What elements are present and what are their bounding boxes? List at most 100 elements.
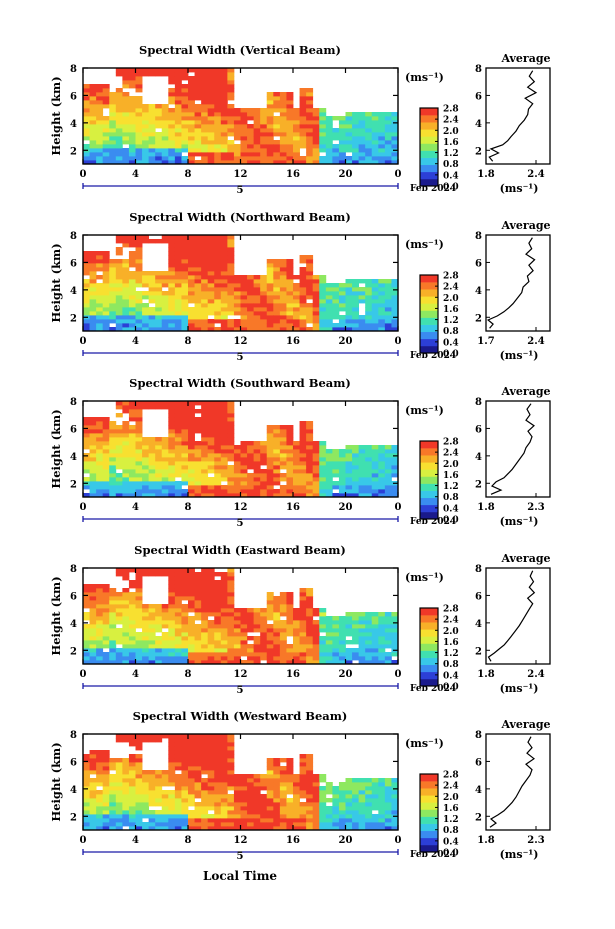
heatmap-cell (181, 128, 189, 133)
heatmap-cell (83, 786, 90, 791)
heatmap-cell (135, 616, 143, 621)
heatmap-cell (240, 140, 248, 145)
heatmap-cell (338, 489, 346, 494)
heatmap-cell (96, 660, 104, 665)
heatmap-cell (371, 636, 379, 641)
heatmap-cell (188, 794, 195, 799)
heatmap-cell (233, 323, 241, 328)
heatmap-cell (279, 441, 287, 446)
heatmap-cell (220, 469, 228, 474)
heatmap-cell (207, 465, 215, 470)
heatmap-cell (181, 734, 189, 739)
profile-x-tick-label: 2.4 (527, 169, 544, 180)
heatmap-cell (240, 116, 248, 121)
heatmap-cell (253, 806, 261, 811)
heatmap-cell (115, 810, 123, 815)
heatmap-cell (319, 128, 327, 133)
heatmap-cell (122, 818, 130, 823)
heatmap-cell (96, 259, 104, 264)
heatmap-cell (83, 802, 90, 807)
heatmap-cell (96, 144, 104, 149)
y-tick-label: 6 (70, 591, 77, 602)
heatmap-cell (312, 818, 320, 823)
colorbar-segment (420, 636, 438, 644)
heatmap-cell (115, 283, 123, 288)
heatmap-cell (135, 140, 143, 145)
heatmap-cell (306, 624, 314, 629)
heatmap-cell (378, 279, 386, 284)
profile-frame (485, 733, 551, 831)
heatmap-cell (266, 770, 274, 775)
heatmap-cell (155, 449, 163, 454)
heatmap-cell (168, 267, 176, 272)
heatmap-cell (293, 148, 300, 153)
heatmap-cell (299, 144, 307, 149)
heatmap-cell (253, 798, 261, 803)
heatmap-cell (168, 798, 176, 803)
heatmap-cell (115, 287, 123, 292)
heatmap-cell (306, 640, 314, 645)
heatmap-cell (102, 100, 110, 105)
heatmap-cell (312, 786, 320, 791)
heatmap-cell (345, 457, 353, 462)
heatmap-cell (391, 778, 399, 783)
heatmap-cell (227, 303, 235, 308)
heatmap-cell (227, 128, 235, 133)
x-tick-label: 8 (185, 336, 192, 347)
heatmap-cell (207, 818, 215, 823)
heatmap-cell (207, 405, 215, 410)
heatmap-cell (194, 810, 202, 815)
heatmap-cell (148, 489, 156, 494)
heatmap-cell (233, 132, 241, 137)
heatmap-cell (358, 778, 366, 783)
heatmap-cell (345, 116, 353, 121)
heatmap-cell (266, 806, 274, 811)
heatmap-cell (266, 592, 274, 597)
heatmap-cell (89, 596, 97, 601)
heatmap-cell (332, 461, 340, 466)
heatmap-cell (286, 148, 294, 153)
heatmap-cell (266, 778, 274, 783)
heatmap-cell (345, 814, 353, 819)
heatmap-cell (122, 640, 130, 645)
heatmap-cell (155, 441, 163, 446)
heatmap-cell (102, 640, 110, 645)
heatmap-cell (266, 624, 274, 629)
heatmap-cell (227, 818, 235, 823)
heatmap-cell (214, 417, 222, 422)
heatmap-cell (266, 616, 274, 621)
heatmap-cell (201, 652, 209, 657)
heatmap-cell (338, 140, 346, 145)
heatmap-cell (319, 283, 327, 288)
y-tick-label: 8 (70, 64, 77, 75)
heatmap-cell (109, 275, 117, 280)
heatmap-cell (240, 108, 248, 113)
heatmap-cell (207, 291, 215, 296)
heatmap-cell (220, 624, 228, 629)
heatmap-cell (332, 465, 340, 470)
heatmap-cell (214, 267, 222, 272)
heatmap-cell (174, 429, 182, 434)
heatmap-cell (358, 140, 366, 145)
heatmap-cell (312, 307, 320, 312)
heatmap-cell (181, 275, 189, 280)
heatmap-cell (201, 136, 209, 141)
heatmap-cell (299, 790, 307, 795)
profile-y-tick-label: 8 (475, 397, 482, 408)
heatmap-cell (233, 656, 241, 661)
heatmap-cell (227, 413, 235, 418)
heatmap-cell (83, 128, 90, 133)
heatmap-cell (273, 656, 281, 661)
heatmap-cell (293, 826, 300, 831)
x-tick-label: 0 (395, 835, 402, 846)
heatmap-cell (83, 596, 90, 601)
heatmap-cell (174, 243, 182, 248)
heatmap-cell (253, 152, 261, 157)
heatmap-cell (148, 295, 156, 300)
heatmap-cell (214, 734, 222, 739)
heatmap-cell (155, 104, 163, 109)
heatmap-cell (273, 128, 281, 133)
heatmap-cell (122, 327, 130, 332)
heatmap-cell (155, 323, 163, 328)
colorbar-segment (420, 115, 438, 123)
